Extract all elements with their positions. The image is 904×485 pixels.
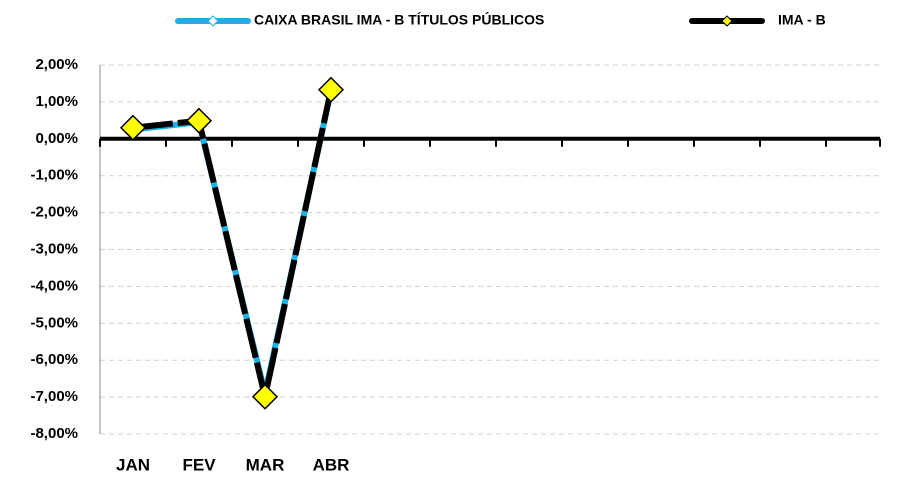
legend-marker: [207, 15, 219, 27]
y-tick-label: 2,00%: [35, 56, 78, 73]
y-tick-label: -6,00%: [30, 351, 78, 368]
y-tick-label: 0,00%: [35, 130, 78, 147]
series-line: [132, 89, 334, 400]
y-tick-label: -4,00%: [30, 277, 78, 294]
y-tick-label: -1,00%: [30, 167, 78, 184]
x-tick-label: FEV: [182, 455, 216, 474]
marker: [119, 114, 147, 141]
marker: [251, 383, 279, 410]
x-tick-label: ABR: [313, 455, 350, 474]
y-tick-label: -7,00%: [30, 388, 78, 405]
legend-label: IMA - B: [778, 12, 826, 28]
y-tick-label: -3,00%: [30, 240, 78, 257]
legend-label: CAIXA BRASIL IMA - B TÍTULOS PÚBLICOS: [254, 11, 544, 28]
y-tick-label: -8,00%: [30, 425, 78, 442]
y-tick-label: 1,00%: [35, 93, 78, 110]
x-tick-label: JAN: [116, 455, 150, 474]
legend-marker: [721, 15, 733, 27]
y-tick-label: -2,00%: [30, 204, 78, 221]
marker: [317, 76, 345, 103]
marker: [185, 107, 213, 134]
x-tick-label: MAR: [246, 455, 285, 474]
y-tick-label: -5,00%: [30, 314, 78, 331]
